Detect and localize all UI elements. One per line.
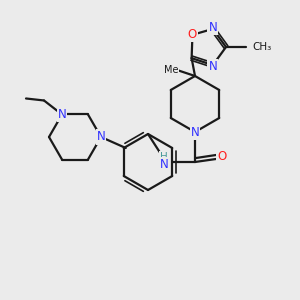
Text: N: N <box>208 21 217 34</box>
Text: O: O <box>188 28 197 41</box>
Text: N: N <box>160 158 168 172</box>
Text: N: N <box>190 125 200 139</box>
Text: N: N <box>58 108 66 121</box>
Text: N: N <box>97 130 105 143</box>
Text: H: H <box>160 152 168 162</box>
Text: CH₃: CH₃ <box>252 42 271 52</box>
Text: O: O <box>218 151 226 164</box>
Text: Me: Me <box>164 65 178 75</box>
Text: N: N <box>208 60 217 73</box>
